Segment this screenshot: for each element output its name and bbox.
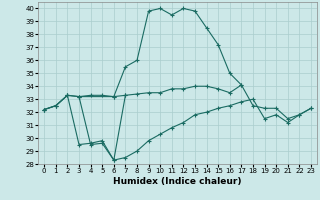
- X-axis label: Humidex (Indice chaleur): Humidex (Indice chaleur): [113, 177, 242, 186]
